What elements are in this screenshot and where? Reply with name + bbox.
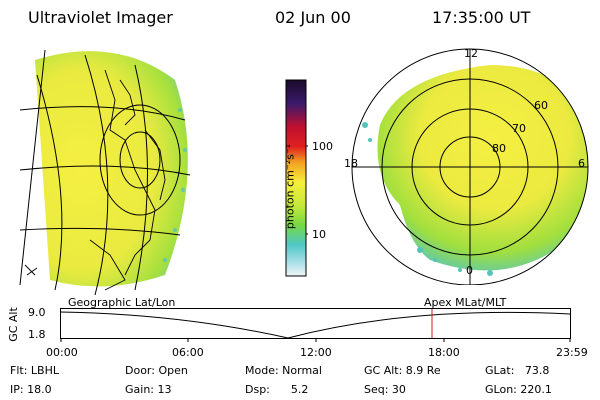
- altitude-axis-title: GC Alt: [6, 307, 20, 342]
- mlt-label-18: 18: [344, 157, 358, 170]
- time-tick-1800: 18:00: [428, 346, 460, 359]
- altitude-tick-1-8: 1.8: [28, 328, 46, 341]
- mlt-label-0: 0: [466, 264, 473, 277]
- mlat-ring-label-70: 70: [512, 122, 526, 135]
- polar-grid: [351, 48, 589, 285]
- mlat-ring-label-60: 60: [534, 99, 548, 112]
- status-seq: Seq: 30: [364, 383, 406, 396]
- aurora-oval: [362, 65, 588, 276]
- time-tick-1200: 12:00: [300, 346, 332, 359]
- time-label: 17:35:00 UT: [432, 8, 531, 27]
- status-mode: Mode: Normal: [245, 364, 322, 377]
- instrument-title: Ultraviolet Imager: [28, 8, 173, 27]
- mlat-ring-label-80: 80: [492, 142, 506, 155]
- altitude-tick-9: 9.0: [28, 306, 46, 319]
- colorbar-units-label: photon cm⁻²s⁻¹: [283, 143, 297, 230]
- time-tick-2359: 23:59: [556, 346, 588, 359]
- status-glon: GLon: 220.1: [485, 383, 552, 396]
- status-gain: Gain: 13: [125, 383, 172, 396]
- geographic-globe-image: [19, 49, 191, 296]
- colorbar-tick-100: 100: [312, 140, 333, 153]
- date-label: 02 Jun 00: [275, 8, 351, 27]
- colorbar-tick-10: 10: [312, 228, 326, 241]
- status-flt: Flt: LBHL: [10, 364, 59, 377]
- lat-lon-grid: [19, 49, 191, 296]
- time-tick-0600: 06:00: [172, 346, 204, 359]
- aurora-glow: [35, 51, 188, 287]
- status-dsp: Dsp: 5.2: [245, 383, 309, 396]
- status-ip: IP: 18.0: [10, 383, 52, 396]
- status-door: Door: Open: [125, 364, 188, 377]
- status-glat: GLat: 73.8: [485, 364, 550, 377]
- colorbar-scale: [285, 79, 308, 277]
- time-tick-0000: 00:00: [46, 346, 78, 359]
- geographic-frame-label: Geographic Lat/Lon: [68, 296, 176, 309]
- coastline-outlines: [24, 69, 166, 291]
- apex-frame-label: Apex MLat/MLT: [424, 296, 507, 309]
- polar-mlat-mlt-plot: [351, 48, 589, 285]
- altitude-orbit-plot: [60, 308, 571, 342]
- mlt-label-6: 6: [578, 157, 585, 170]
- status-gc-alt: GC Alt: 8.9 Re: [364, 364, 441, 377]
- mlt-label-12: 12: [464, 47, 478, 60]
